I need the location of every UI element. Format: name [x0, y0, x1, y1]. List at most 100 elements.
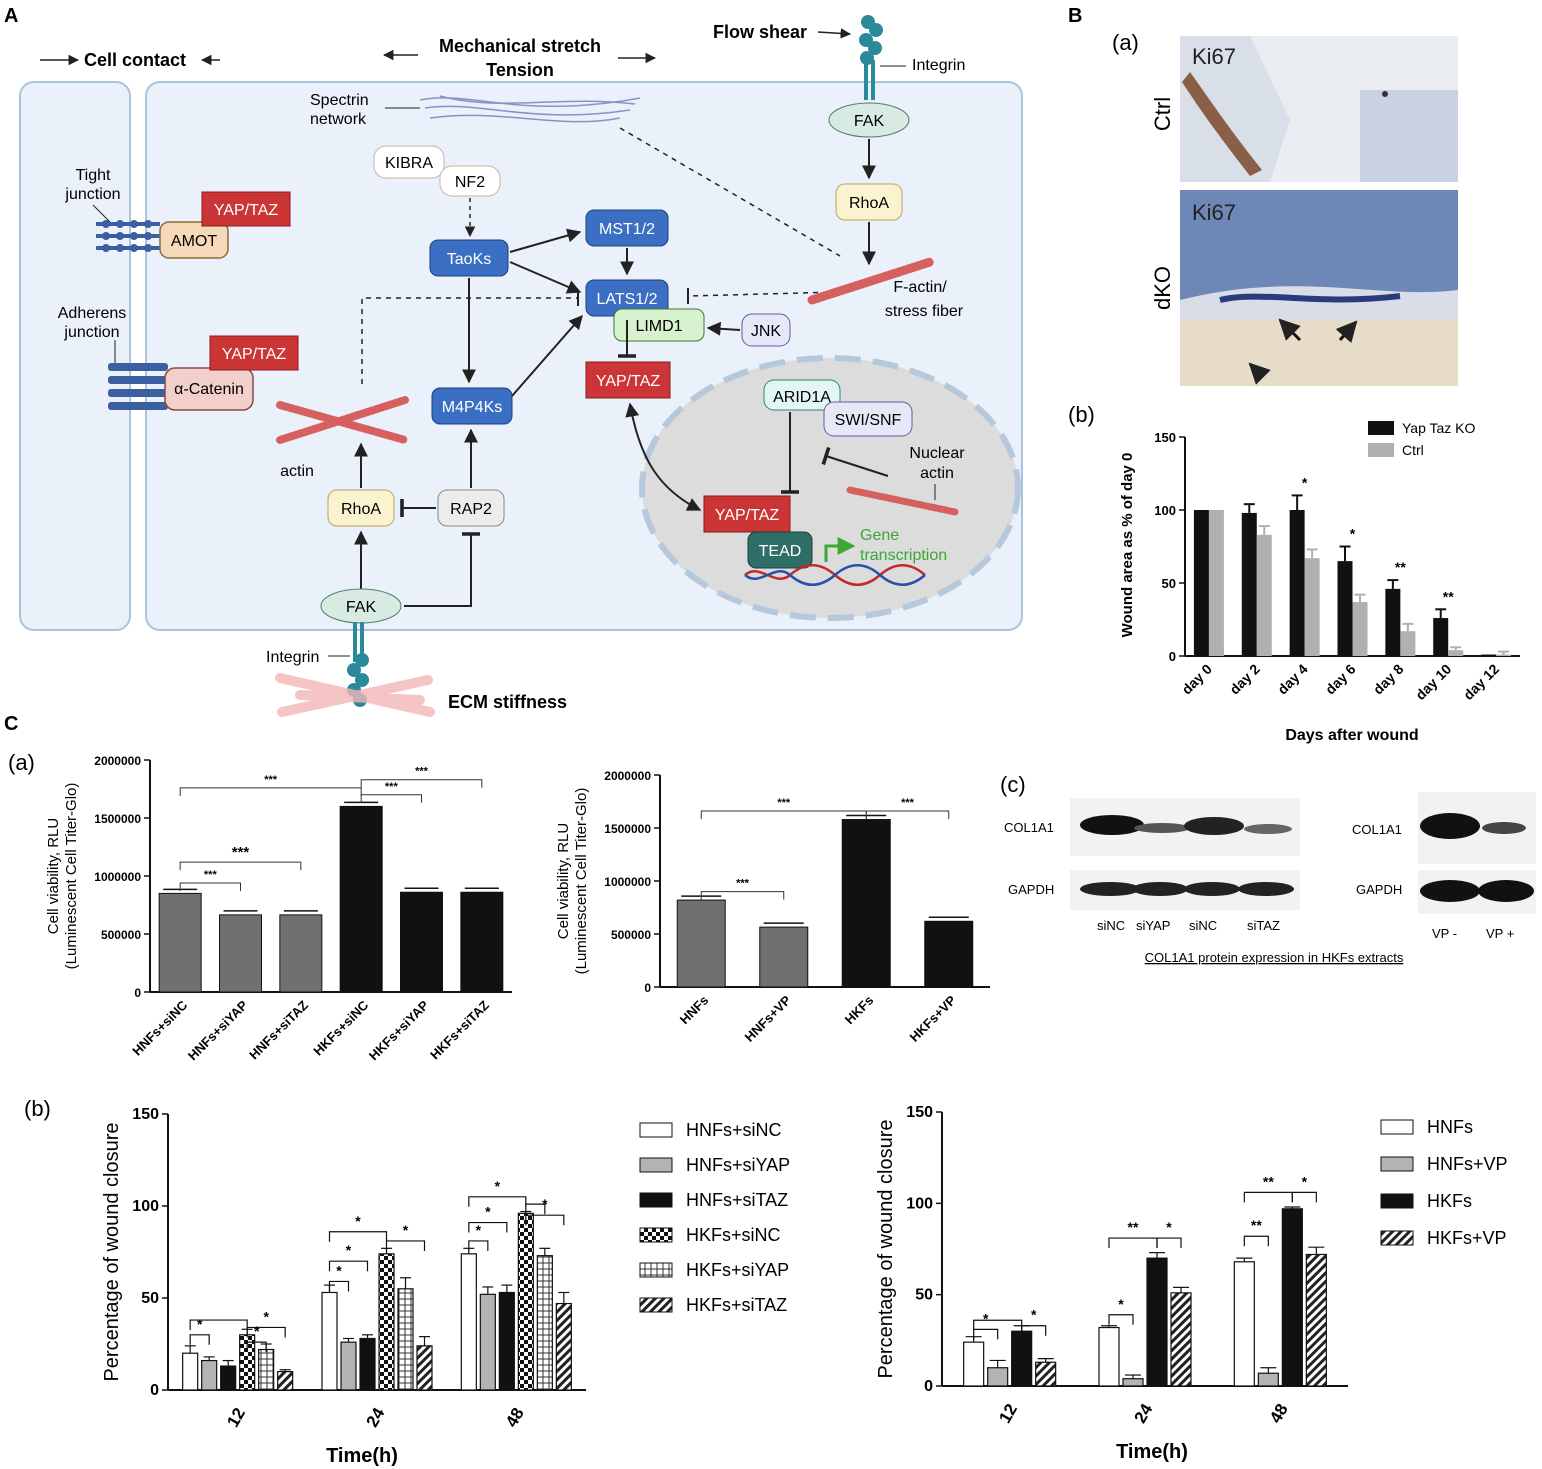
- bar: [555, 1302, 572, 1391]
- significance-label: **: [1263, 1173, 1274, 1189]
- nuclear-actin-fiber-icon: [846, 486, 959, 516]
- y-axis-title: Cell viability, RLU: [555, 823, 572, 939]
- significance-bracket: [525, 1203, 546, 1215]
- x-tick-label: day 0: [1178, 661, 1215, 698]
- significance-label: **: [1128, 1219, 1139, 1235]
- yaptaz-adherens-node: [209, 335, 299, 371]
- x-tick-label: HNFs+VP: [742, 992, 794, 1044]
- x-tick-label: 48: [1266, 1401, 1292, 1427]
- x-tick-label: HKFs+siYAP: [366, 997, 432, 1063]
- yaptaz-center-label: YAP/TAZ: [596, 373, 661, 390]
- legend-label: HKFs+VP: [1427, 1228, 1507, 1248]
- bar: [279, 914, 323, 993]
- y-tick-label: 500000: [611, 928, 651, 942]
- adherens-label: Adherens: [58, 305, 127, 322]
- bar: [963, 1341, 985, 1387]
- bar: [1448, 650, 1464, 656]
- bar: [321, 1291, 338, 1391]
- arid1a-node: [763, 379, 841, 411]
- legend-label: Ctrl: [1402, 442, 1424, 458]
- bar: [1241, 512, 1257, 656]
- tight-leader: [92, 204, 111, 223]
- m4p4ks-node: [431, 387, 513, 425]
- bar: [277, 1370, 294, 1391]
- y-tick-label: 2000000: [94, 754, 141, 768]
- legend-swatch: [1380, 1230, 1414, 1246]
- bar: [1035, 1361, 1057, 1387]
- y-axis-title: Percentage of wound closure: [875, 1119, 897, 1378]
- swisnf-node: [823, 401, 913, 437]
- legend-swatch: [639, 1227, 673, 1243]
- x-tick-label: HNFs+siNC: [129, 997, 190, 1058]
- bar: [1146, 1257, 1168, 1387]
- tight-junction-icon: [96, 220, 160, 252]
- ki67-top-label: Ki67: [1192, 44, 1236, 69]
- integrin-bottom-label: Integrin: [266, 649, 319, 666]
- y-tick-label: 150: [132, 1106, 159, 1123]
- x-tick-label: day 6: [1322, 661, 1359, 698]
- ctrl-side-label: Ctrl: [1150, 97, 1175, 131]
- bar: [416, 1345, 433, 1391]
- bar: [158, 892, 202, 993]
- fak-upper-node: [828, 102, 910, 138]
- significance-bracket: [468, 1221, 508, 1233]
- significance-bracket: [360, 779, 483, 788]
- yaptaz-tight-label: YAP/TAZ: [214, 202, 279, 219]
- nuclear-actin-label-1: Nuclear: [909, 445, 965, 462]
- legend-label: HKFs+siTAZ: [686, 1295, 787, 1315]
- bar: [258, 1348, 275, 1391]
- tight-label: Tight: [76, 167, 112, 184]
- fak-upper-label: FAK: [854, 113, 885, 130]
- significance-label: ***: [901, 797, 915, 809]
- y-tick-label: 1500000: [604, 822, 651, 836]
- significance-bracket: [328, 1260, 369, 1272]
- significance-label: *: [1302, 474, 1308, 490]
- rhoa-upper-label: RhoA: [849, 195, 889, 212]
- significance-label: ***: [232, 844, 250, 861]
- network-label: network: [310, 111, 367, 128]
- y-axis-title: Wound area as % of day 0: [1119, 453, 1136, 638]
- lats-label: LATS1/2: [596, 291, 657, 308]
- significance-bracket: [1108, 1314, 1134, 1325]
- x-axis-title: Time(h): [1116, 1441, 1188, 1463]
- legend-swatch: [1380, 1119, 1414, 1135]
- bar: [517, 1212, 534, 1391]
- significance-bracket: [179, 787, 362, 796]
- legend-label: HNFs: [1427, 1117, 1473, 1137]
- blot-lane-2: siYAP: [1136, 918, 1170, 933]
- significance-bracket: [385, 1240, 426, 1251]
- spectrin-label: Spectrin: [310, 92, 369, 109]
- swisnf-label: SWI/SNF: [835, 412, 902, 429]
- y-tick-label: 0: [644, 981, 651, 995]
- significance-label: *: [1118, 1296, 1124, 1312]
- yaptaz-center-node: [585, 361, 671, 399]
- significance-bracket: [179, 861, 302, 871]
- significance-bracket: [189, 1334, 210, 1345]
- x-tick-label: 24: [363, 1404, 389, 1430]
- western-blot-left: [1070, 798, 1300, 910]
- panel-b: B (a) Ki67 Ctrl Ki67 dKO (b) 0 50 100 150 da…: [1068, 5, 1520, 744]
- bar: [1400, 631, 1416, 656]
- nucleus-arrows: [625, 402, 889, 511]
- taoks-node: [429, 239, 509, 277]
- significance-bracket: [328, 1280, 350, 1292]
- integrin-top-icon: [859, 15, 883, 100]
- x-tick-label: day 8: [1370, 661, 1407, 698]
- mst-node: [585, 209, 669, 247]
- y-tick-label: 100: [1154, 503, 1176, 518]
- significance-bracket: [246, 1326, 286, 1338]
- bar: [339, 805, 383, 993]
- panel-b-sub-a: (a): [1112, 30, 1139, 55]
- significance-label: *: [355, 1213, 361, 1229]
- significance-label: *: [1302, 1173, 1308, 1189]
- significance-bracket: [1108, 1237, 1158, 1249]
- legend-swatch: [1380, 1156, 1414, 1172]
- bar: [676, 899, 726, 988]
- bar: [219, 914, 262, 993]
- panel-c-sub-a: (a): [8, 750, 35, 775]
- bar: [220, 1365, 237, 1391]
- y-axis-title-2: (Luminescent Cell Titer-Glo): [573, 788, 590, 975]
- legend-label: Yap Taz KO: [1402, 420, 1476, 436]
- legend-swatch: [1368, 421, 1394, 435]
